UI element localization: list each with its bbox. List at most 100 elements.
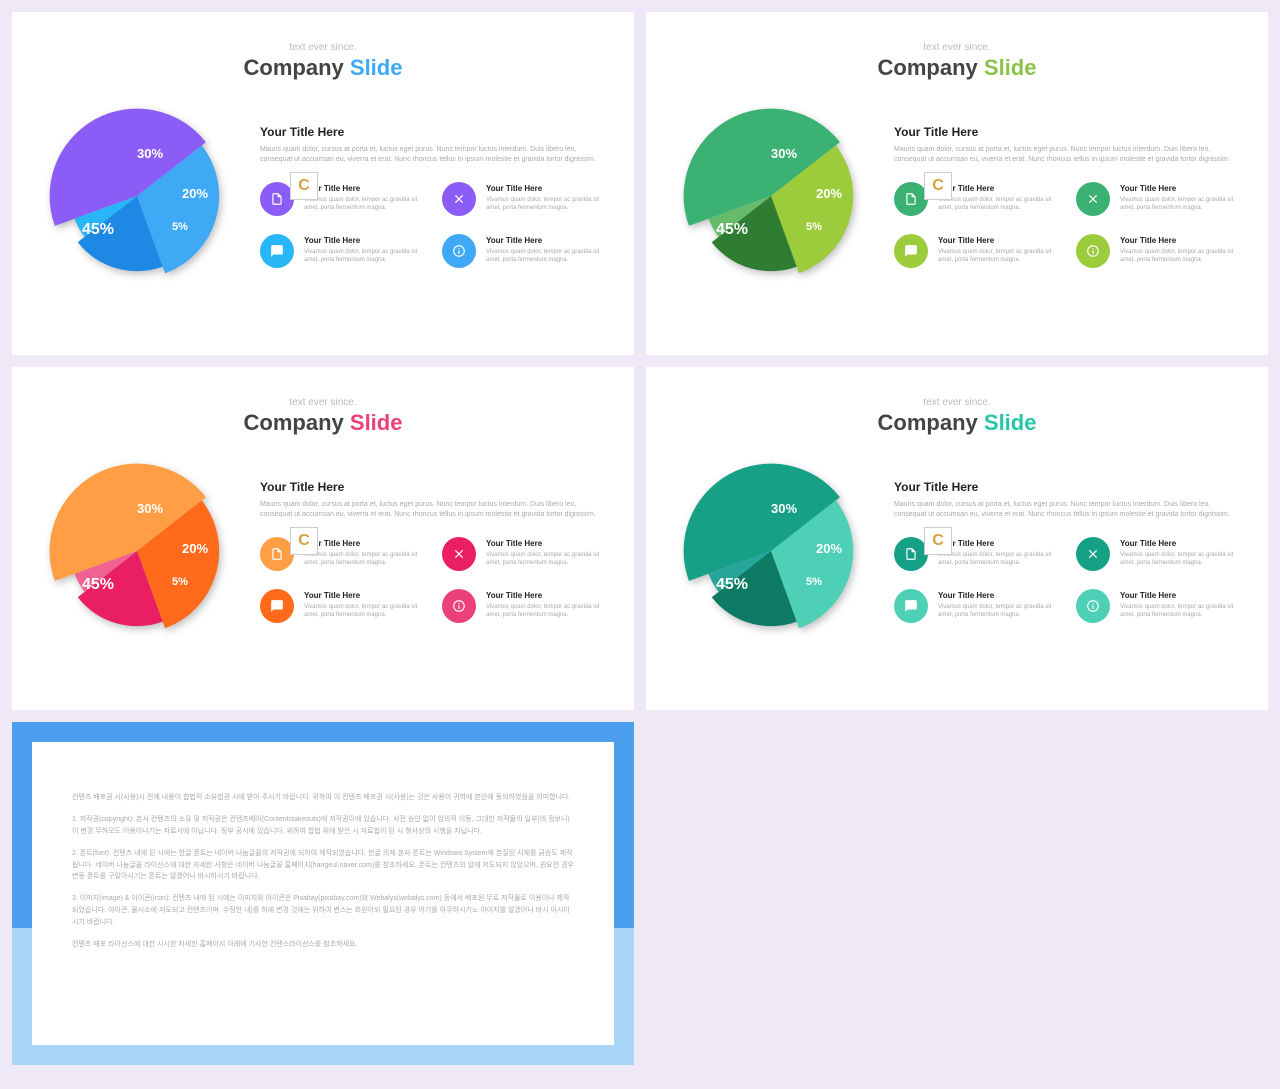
feature-icon: .feature-icon[style*='#3bb273']::before{…: [894, 182, 928, 216]
feature-icon: .feature-icon[style*='#9ccc3c']::before{…: [894, 234, 928, 268]
feature-item: .feature-icon[style*='#4dd0b5']::before{…: [894, 589, 1056, 623]
feature-title: Your Title Here: [1120, 236, 1238, 245]
feature-desc: Vivamus quam dolor, tempor ac gravida si…: [486, 196, 604, 213]
slide-4: text ever since. Company Slide 45% 30% 20% 5%…: [646, 367, 1268, 710]
logo-badge: C: [924, 527, 952, 555]
copyright-panel: 컨텐츠 배포권 시(사용)시 전에 내용이 합법적 소유법권 시에 받아 주시기…: [32, 742, 614, 1045]
section-title: Your Title Here: [894, 125, 1238, 139]
feature-icon: .feature-icon[style*='#ff9e44']::before{…: [260, 537, 294, 571]
feature-title: Your Title Here: [938, 591, 1056, 600]
feature-title: Your Title Here: [1120, 591, 1238, 600]
pie-label: 30%: [137, 501, 163, 516]
pie-label: 20%: [816, 541, 842, 556]
feature-icon: .feature-icon[style*='#9ccc3c']::before{…: [1076, 234, 1110, 268]
slide-title: Company Slide: [42, 55, 604, 81]
feature-item: .feature-icon[style*='#ff9e44']::before{…: [260, 537, 422, 571]
feature-icon: .feature-icon[style*='#ec407a']::before{…: [442, 589, 476, 623]
feature-icon: .feature-icon[style*='#3bb273']::before{…: [1076, 182, 1110, 216]
pretitle: text ever since.: [42, 397, 604, 408]
feature-item: .feature-icon[style*='#e91e63']::before{…: [442, 537, 604, 571]
pie-label: 30%: [137, 146, 163, 161]
pie-label: 5%: [806, 576, 822, 588]
section-title: Your Title Here: [894, 480, 1238, 494]
feature-title: Your Title Here: [304, 591, 422, 600]
feature-icon: .feature-icon[style*='#16a085']::before{…: [894, 537, 928, 571]
slide-title: Company Slide: [676, 55, 1238, 81]
slide-3: text ever since.Company Slide45%30%20%5%…: [12, 367, 634, 710]
feature-item: .feature-icon[style*='#ec407a']::before{…: [442, 589, 604, 623]
feature-desc: Vivamus quam dolor, tempor ac gravida si…: [1120, 603, 1238, 620]
pie-label: 45%: [82, 221, 114, 239]
feature-item: .feature-icon[style*='#ff6b1a']::before{…: [260, 589, 422, 623]
section-desc: Mauris quam dolor, cursus at porta et, l…: [894, 500, 1238, 521]
slide-2: text ever since.Company Slide45%30%20%5%…: [646, 12, 1268, 355]
section-desc: Mauris quam dolor, cursus at porta et, l…: [894, 145, 1238, 166]
logo-badge: C: [290, 527, 318, 555]
section-title: Your Title Here: [260, 125, 604, 139]
feature-title: Your Title Here: [304, 236, 422, 245]
slide-title: Company Slide: [676, 410, 1238, 436]
feature-icon: .feature-icon[style*='#8b5cf6']::before{…: [260, 182, 294, 216]
pie-chart: 45%30%20%5%: [42, 456, 232, 646]
feature-desc: Vivamus quam dolor, tempor ac gravida si…: [486, 603, 604, 620]
feature-item: .feature-icon[style*='#9ccc3c']::before{…: [894, 234, 1056, 268]
slide-copyright: 컨텐츠 배포권 시(사용)시 전에 내용이 합법적 소유법권 시에 받아 주시기…: [12, 722, 634, 1065]
feature-title: Your Title Here: [1120, 184, 1238, 193]
slide-1: text ever since. Company Slide 45% 30% 20% 5%…: [12, 12, 634, 355]
feature-desc: Vivamus quam dolor, tempor ac gravida si…: [1120, 248, 1238, 265]
pie-label: 45%: [716, 576, 748, 594]
feature-title: Your Title Here: [486, 539, 604, 548]
feature-item: .feature-icon[style*='#16a085']::before{…: [1076, 537, 1238, 571]
empty-cell: [646, 722, 1268, 1065]
pie-label: 20%: [182, 186, 208, 201]
feature-item: .feature-icon[style*='#3bb273']::before{…: [1076, 182, 1238, 216]
pretitle: text ever since.: [42, 42, 604, 53]
feature-title: Your Title Here: [938, 539, 1056, 548]
feature-title: Your Title Here: [304, 539, 422, 548]
pie-label: 20%: [816, 186, 842, 201]
feature-icon: .feature-icon[style*='#ff6b1a']::before{…: [260, 589, 294, 623]
feature-title: Your Title Here: [938, 184, 1056, 193]
feature-title: Your Title Here: [1120, 539, 1238, 548]
copyright-paragraph: 2. 폰트(font): 컨텐츠 내에 된 시에는 한글 폰트는 네이버 나눔글…: [72, 848, 574, 884]
section-desc: Mauris quam dolor, cursus at porta et, l…: [260, 500, 604, 521]
pie-label: 5%: [806, 221, 822, 233]
pie-label: 45%: [716, 221, 748, 239]
pie-chart: 45% 30% 20% 5%: [676, 101, 866, 291]
feature-item: .feature-icon[style*='#8b5cf6']::before{…: [260, 182, 422, 216]
feature-icon: .feature-icon[style*='#29b6f6']::before{…: [260, 234, 294, 268]
pie-label: 45%: [82, 576, 114, 594]
pie-label: 30%: [771, 501, 797, 516]
feature-item: .feature-icon[style*='#29b6f6']::before{…: [260, 234, 422, 268]
pretitle: text ever since.: [676, 397, 1238, 408]
copyright-body: 컨텐츠 배포권 시(사용)시 전에 내용이 합법적 소유법권 시에 받아 주시기…: [72, 792, 574, 951]
pie-label: 20%: [182, 541, 208, 556]
logo-badge: C: [924, 172, 952, 200]
feature-title: Your Title Here: [304, 184, 422, 193]
feature-desc: Vivamus quam dolor, tempor ac gravida si…: [486, 551, 604, 568]
pie-chart: 45% 30% 20% 5%: [676, 456, 866, 646]
feature-item: .feature-icon[style*='#9ccc3c']::before{…: [1076, 234, 1238, 268]
feature-item: .feature-icon[style*='#8b5cf6']::before{…: [442, 182, 604, 216]
pie-chart: 45% 30% 20% 5%: [42, 101, 232, 291]
pie-label: 5%: [172, 221, 188, 233]
logo-badge: C: [290, 172, 318, 200]
feature-item: .feature-icon[style*='#16a085']::before{…: [894, 537, 1056, 571]
section-title: Your Title Here: [260, 480, 604, 494]
feature-desc: Vivamus quam dolor, tempor ac gravida si…: [1120, 551, 1238, 568]
feature-icon: .feature-icon[style*='#8b5cf6']::before{…: [442, 182, 476, 216]
feature-desc: Vivamus quam dolor, tempor ac gravida si…: [938, 603, 1056, 620]
feature-desc: Vivamus quam dolor, tempor ac gravida si…: [304, 196, 422, 213]
feature-desc: Vivamus quam dolor, tempor ac gravida si…: [1120, 196, 1238, 213]
feature-icon: .feature-icon[style*='#e91e63']::before{…: [442, 537, 476, 571]
feature-title: Your Title Here: [486, 591, 604, 600]
copyright-paragraph: 3. 이미지(image) & 아이콘(icon): 컨텐츠 내에 된 시에는 …: [72, 893, 574, 929]
feature-desc: Vivamus quam dolor, tempor ac gravida si…: [304, 248, 422, 265]
pie-label: 30%: [771, 146, 797, 161]
feature-desc: Vivamus quam dolor, tempor ac gravida si…: [938, 196, 1056, 213]
copyright-paragraph: 컨텐츠 배포권 시(사용)시 전에 내용이 합법적 소유법권 시에 받아 주시기…: [72, 792, 574, 804]
feature-title: Your Title Here: [938, 236, 1056, 245]
feature-icon: .feature-icon[style*='#16a085']::before{…: [1076, 537, 1110, 571]
slide-grid: text ever since. Company Slide 45% 30% 20% 5%…: [0, 0, 1280, 1077]
feature-desc: Vivamus quam dolor, tempor ac gravida si…: [486, 248, 604, 265]
